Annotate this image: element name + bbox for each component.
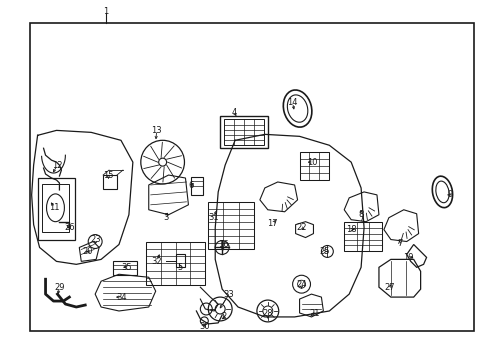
Text: 21: 21 [308,310,319,319]
Text: 12: 12 [52,161,62,170]
Text: 23: 23 [91,235,101,244]
Bar [220,117,267,148]
Bar [30,23,473,331]
Text: 16: 16 [218,240,228,249]
Text: 1: 1 [103,7,108,16]
Text: 9: 9 [447,190,452,199]
Bar [224,120,264,145]
Text: 29: 29 [54,283,64,292]
Bar [191,177,203,195]
Text: 5: 5 [178,263,183,272]
Text: 6: 6 [188,181,194,190]
Text: 17: 17 [267,219,278,228]
Text: 15: 15 [102,171,113,180]
Text: 11: 11 [49,203,60,212]
Text: 3: 3 [163,213,168,222]
Text: 13: 13 [151,126,162,135]
Text: 27: 27 [384,283,394,292]
Text: 18: 18 [345,225,356,234]
Text: 25: 25 [319,247,329,256]
Text: 28: 28 [262,310,273,319]
Text: 22: 22 [296,223,306,232]
Text: 2: 2 [221,312,226,321]
Bar [38,178,75,239]
Bar [299,152,328,180]
Bar [145,242,205,285]
Text: 26: 26 [64,223,75,232]
Text: 4: 4 [231,108,236,117]
Text: 7: 7 [396,239,402,248]
Text: 35: 35 [122,263,132,272]
Bar [103,175,117,189]
Bar [113,261,137,275]
Text: 14: 14 [287,98,297,107]
Text: 10: 10 [306,158,317,167]
Bar [344,222,381,251]
Text: 24: 24 [296,280,306,289]
Text: 34: 34 [117,293,127,302]
Bar [208,202,253,249]
Bar [41,184,69,231]
Text: 19: 19 [403,253,413,262]
Text: 30: 30 [199,322,209,331]
Text: 8: 8 [358,210,363,219]
Text: 31: 31 [207,213,218,222]
Text: 20: 20 [82,247,92,256]
Text: 33: 33 [224,289,234,298]
Text: 32: 32 [151,257,162,266]
